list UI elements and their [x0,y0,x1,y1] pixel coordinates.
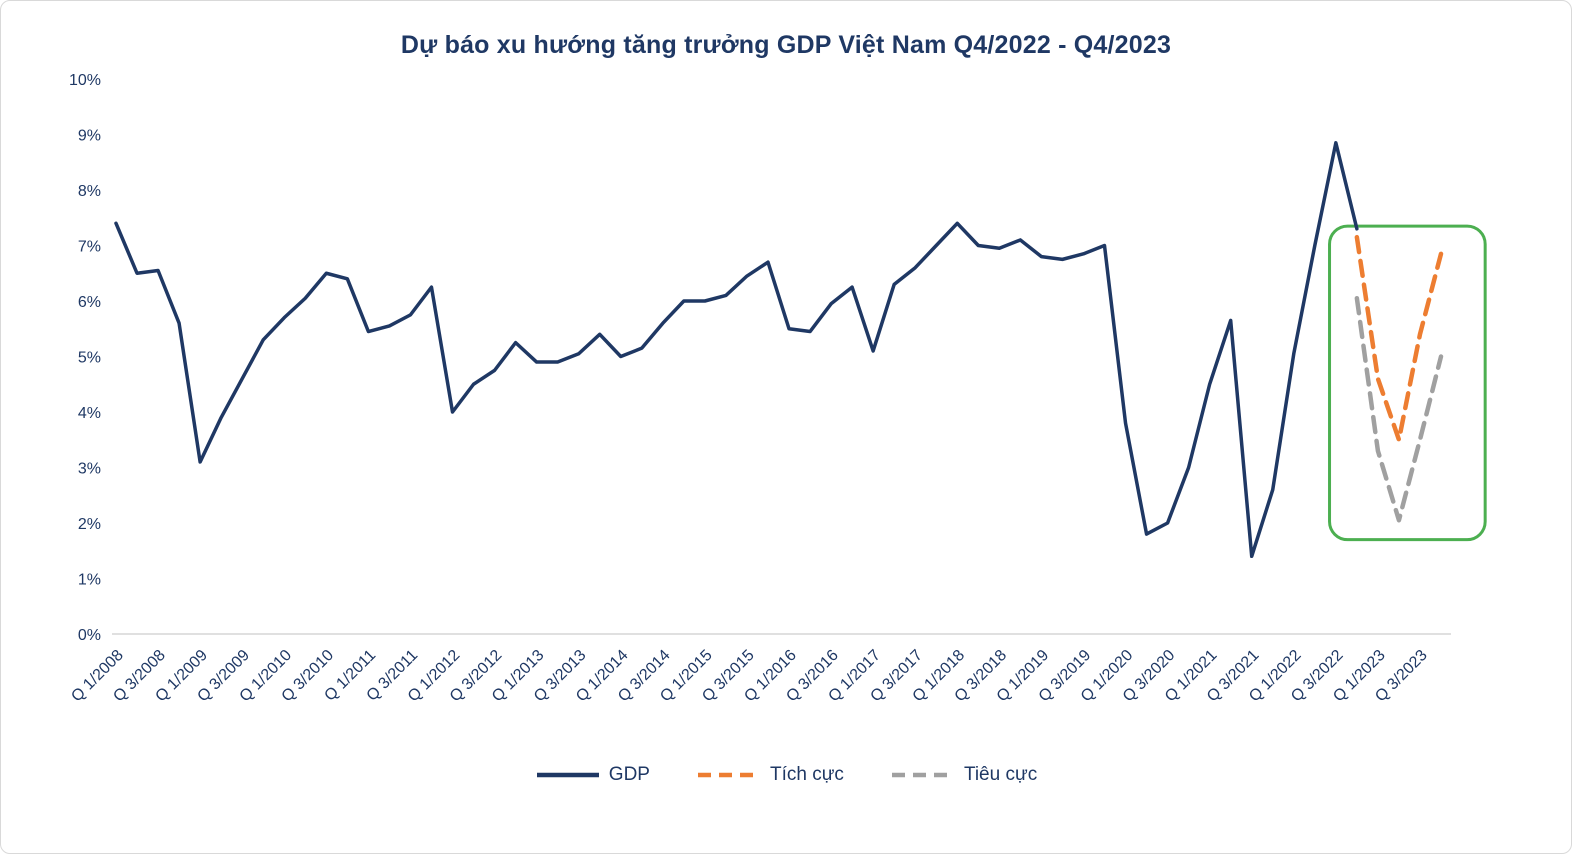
legend-label-gdp: GDP [608,764,650,785]
y-tick-label: 6% [78,294,101,311]
y-tick-label: 9% [78,128,101,145]
chart-title: Dự báo xu hướng tăng trưởng GDP Việt Nam… [400,31,1172,59]
y-tick-label: 1% [78,572,101,589]
y-tick-label: 2% [78,516,101,533]
legend-swatch-tich-cuc [697,772,760,778]
legend-item-tieu-cuc: Tiêu cực [890,764,1037,786]
legend-swatch-tieu-cuc [891,772,954,778]
legend-item-tich-cuc: Tích cực [696,764,844,786]
series-line-tieu-cuc [1354,295,1444,523]
chart-legend: GDP Tích cực Tiêu cực [1,764,1571,786]
y-tick-label: 3% [78,461,101,478]
y-tick-label: 7% [78,239,101,256]
legend-swatch-gdp [536,772,599,778]
series-line-gdp [114,141,1359,559]
y-tick-label: 8% [78,183,101,200]
forecast-highlight-box [1328,224,1487,542]
legend-item-gdp: GDP [535,764,650,786]
y-tick-label: 5% [78,350,101,367]
series-line-tich-cuc [1354,234,1444,442]
y-tick-label: 0% [78,627,101,644]
y-tick-label: 4% [78,405,101,422]
y-tick-label: 10% [69,72,101,89]
legend-label-tich-cuc: Tích cực [769,764,844,785]
legend-label-tieu-cuc: Tiêu cực [963,764,1038,785]
